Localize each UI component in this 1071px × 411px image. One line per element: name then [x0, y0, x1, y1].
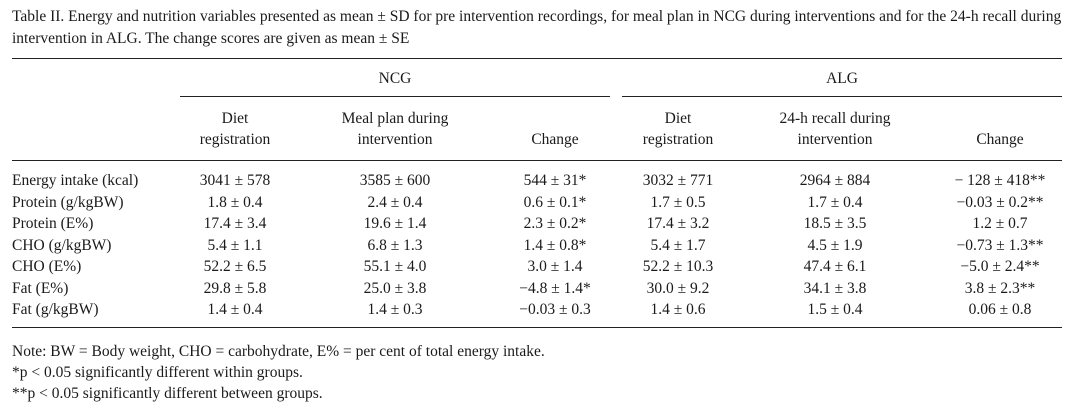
table-cell: 1.7 ± 0.4 [807, 193, 863, 211]
col-header-line2: Change [531, 131, 579, 148]
group-header-alg: ALG [826, 70, 858, 87]
table-cell: 3032 ± 771 [642, 172, 714, 189]
group-header-ncg: NCG [378, 70, 412, 87]
table-cell: 1.5 ± 0.4 [807, 301, 863, 318]
alg-group-rule [622, 96, 1062, 97]
col-header-line1: Diet [221, 110, 249, 127]
table-cell: 47.4 ± 6.1 [803, 258, 867, 275]
table-cell: 4.5 ± 1.9 [807, 236, 863, 254]
table-cell: 1.8 ± 0.4 [207, 193, 263, 211]
col-header-line1 [940, 108, 1060, 129]
header-bottom-rule [12, 160, 1062, 161]
note-within-groups: *p < 0.05 significantly different within… [12, 364, 303, 381]
table-cell: 6.8 ± 1.3 [367, 236, 423, 254]
table-cell: −0.73 ± 1.3** [956, 236, 1044, 254]
table-cell: − 128 ± 418** [954, 172, 1046, 189]
col-header-ncg-diet: Diet registration [180, 108, 290, 150]
table-cell: 52.2 ± 6.5 [203, 258, 267, 275]
table-cell: −0.03 ± 0.3 [519, 301, 591, 318]
col-header-line1 [500, 108, 610, 129]
table-cell: 34.1 ± 3.8 [803, 279, 867, 297]
table-cell: 52.2 ± 10.3 [642, 258, 714, 275]
table-cell: −5.0 ± 2.4** [960, 258, 1040, 275]
bottom-rule [12, 327, 1062, 328]
table-cell: 1.2 ± 0.7 [972, 215, 1028, 232]
row-label: Fat (g/kgBW) [12, 301, 99, 318]
row-label: Protein (E%) [12, 215, 94, 232]
table-caption: Table II. Energy and nutrition variables… [12, 8, 1062, 47]
row-label: Energy intake (kcal) [12, 172, 139, 189]
row-label: Protein (g/kgBW) [12, 193, 124, 211]
table-cell: 17.4 ± 3.4 [203, 215, 267, 232]
table-cell: 3.8 ± 2.3** [964, 279, 1036, 297]
table-cell: 2.3 ± 0.2* [523, 215, 587, 232]
table-cell: 18.5 ± 3.5 [803, 215, 867, 232]
col-header-line1: 24-h recall during [779, 110, 891, 127]
row-label: Fat (E%) [12, 279, 69, 297]
table-cell: 3041 ± 578 [199, 172, 271, 189]
table-cell: 25.0 ± 3.8 [363, 279, 427, 297]
table-cell: 29.8 ± 5.8 [203, 279, 267, 297]
top-rule [12, 58, 1062, 59]
table-cell: 0.6 ± 0.1* [523, 193, 587, 211]
col-header-line1: Diet [664, 110, 692, 127]
note-abbreviations: Note: BW = Body weight, CHO = carbohydra… [12, 343, 545, 360]
row-label: CHO (E%) [12, 258, 82, 275]
col-header-ncg-change: Change [500, 108, 610, 150]
table-cell: 19.6 ± 1.4 [363, 215, 427, 232]
row-label: CHO (g/kgBW) [12, 236, 112, 254]
col-header-alg-diet: Diet registration [628, 108, 728, 150]
table-cell: 1.4 ± 0.3 [367, 301, 423, 318]
col-header-alg-recall: 24-h recall during intervention [750, 108, 920, 150]
table-cell: 3585 ± 600 [359, 172, 431, 189]
table-cell: 30.0 ± 9.2 [646, 279, 710, 297]
table-cell: 1.4 ± 0.6 [650, 301, 706, 318]
table-cell: 55.1 ± 4.0 [363, 258, 427, 275]
col-header-line2: registration [199, 131, 271, 148]
table-cell: 5.4 ± 1.7 [650, 236, 706, 254]
col-header-line1: Meal plan during [341, 110, 449, 127]
table-cell: −0.03 ± 0.2** [956, 193, 1044, 211]
table-cell: 5.4 ± 1.1 [207, 236, 263, 254]
col-header-line2: intervention [797, 131, 873, 148]
table-cell: 0.06 ± 0.8 [968, 301, 1032, 318]
col-header-alg-change: Change [940, 108, 1060, 150]
table-cell: 3.0 ± 1.4 [527, 258, 583, 275]
table-cell: 2964 ± 884 [799, 172, 871, 189]
table-cell: −4.8 ± 1.4* [519, 279, 591, 297]
col-header-line2: intervention [357, 131, 433, 148]
table-cell: 1.4 ± 0.4 [207, 301, 263, 318]
table-cell: 2.4 ± 0.4 [367, 193, 423, 211]
col-header-line2: Change [976, 131, 1024, 148]
ncg-group-rule [180, 96, 610, 97]
col-header-line2: registration [642, 131, 714, 148]
note-between-groups: **p < 0.05 significantly different betwe… [12, 385, 323, 402]
table-cell: 1.4 ± 0.8* [523, 236, 587, 254]
table-cell: 1.7 ± 0.5 [650, 193, 706, 211]
table-cell: 17.4 ± 3.2 [646, 215, 710, 232]
col-header-ncg-mealplan: Meal plan during intervention [310, 108, 480, 150]
table-cell: 544 ± 31* [523, 172, 587, 189]
